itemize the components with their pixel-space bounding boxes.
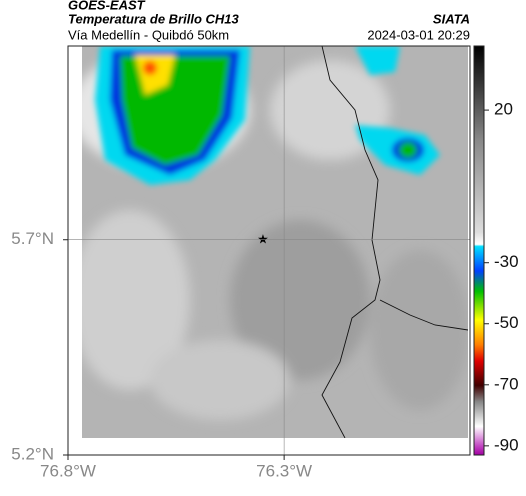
satellite-image <box>82 46 468 438</box>
subtitle: Temperatura de Brillo CH13 <box>68 11 240 26</box>
timestamp: 2024-03-01 20:29 <box>367 27 470 42</box>
y-tick-label: 5.7°N <box>11 229 54 248</box>
colorbar-tick-label: 20 <box>494 100 513 119</box>
colorbar-tick-label: -90 <box>494 435 519 454</box>
map-frame <box>67 45 471 456</box>
y-tick-label: 5.2°N <box>11 444 54 463</box>
colorbar-tick-label: -30 <box>494 252 519 271</box>
colorbar-tick-label: -50 <box>494 313 519 332</box>
x-tick-label: 76.8°W <box>40 461 96 480</box>
source: SIATA <box>433 11 470 26</box>
colorbar-tick-label: -70 <box>494 374 519 393</box>
route: Vía Medellín - Quibdó 50km <box>68 27 229 42</box>
location-marker: ★ <box>257 231 269 246</box>
title: GOES-EAST <box>68 0 146 12</box>
x-tick-label: 76.3°W <box>256 461 312 480</box>
colorbar <box>473 45 485 456</box>
